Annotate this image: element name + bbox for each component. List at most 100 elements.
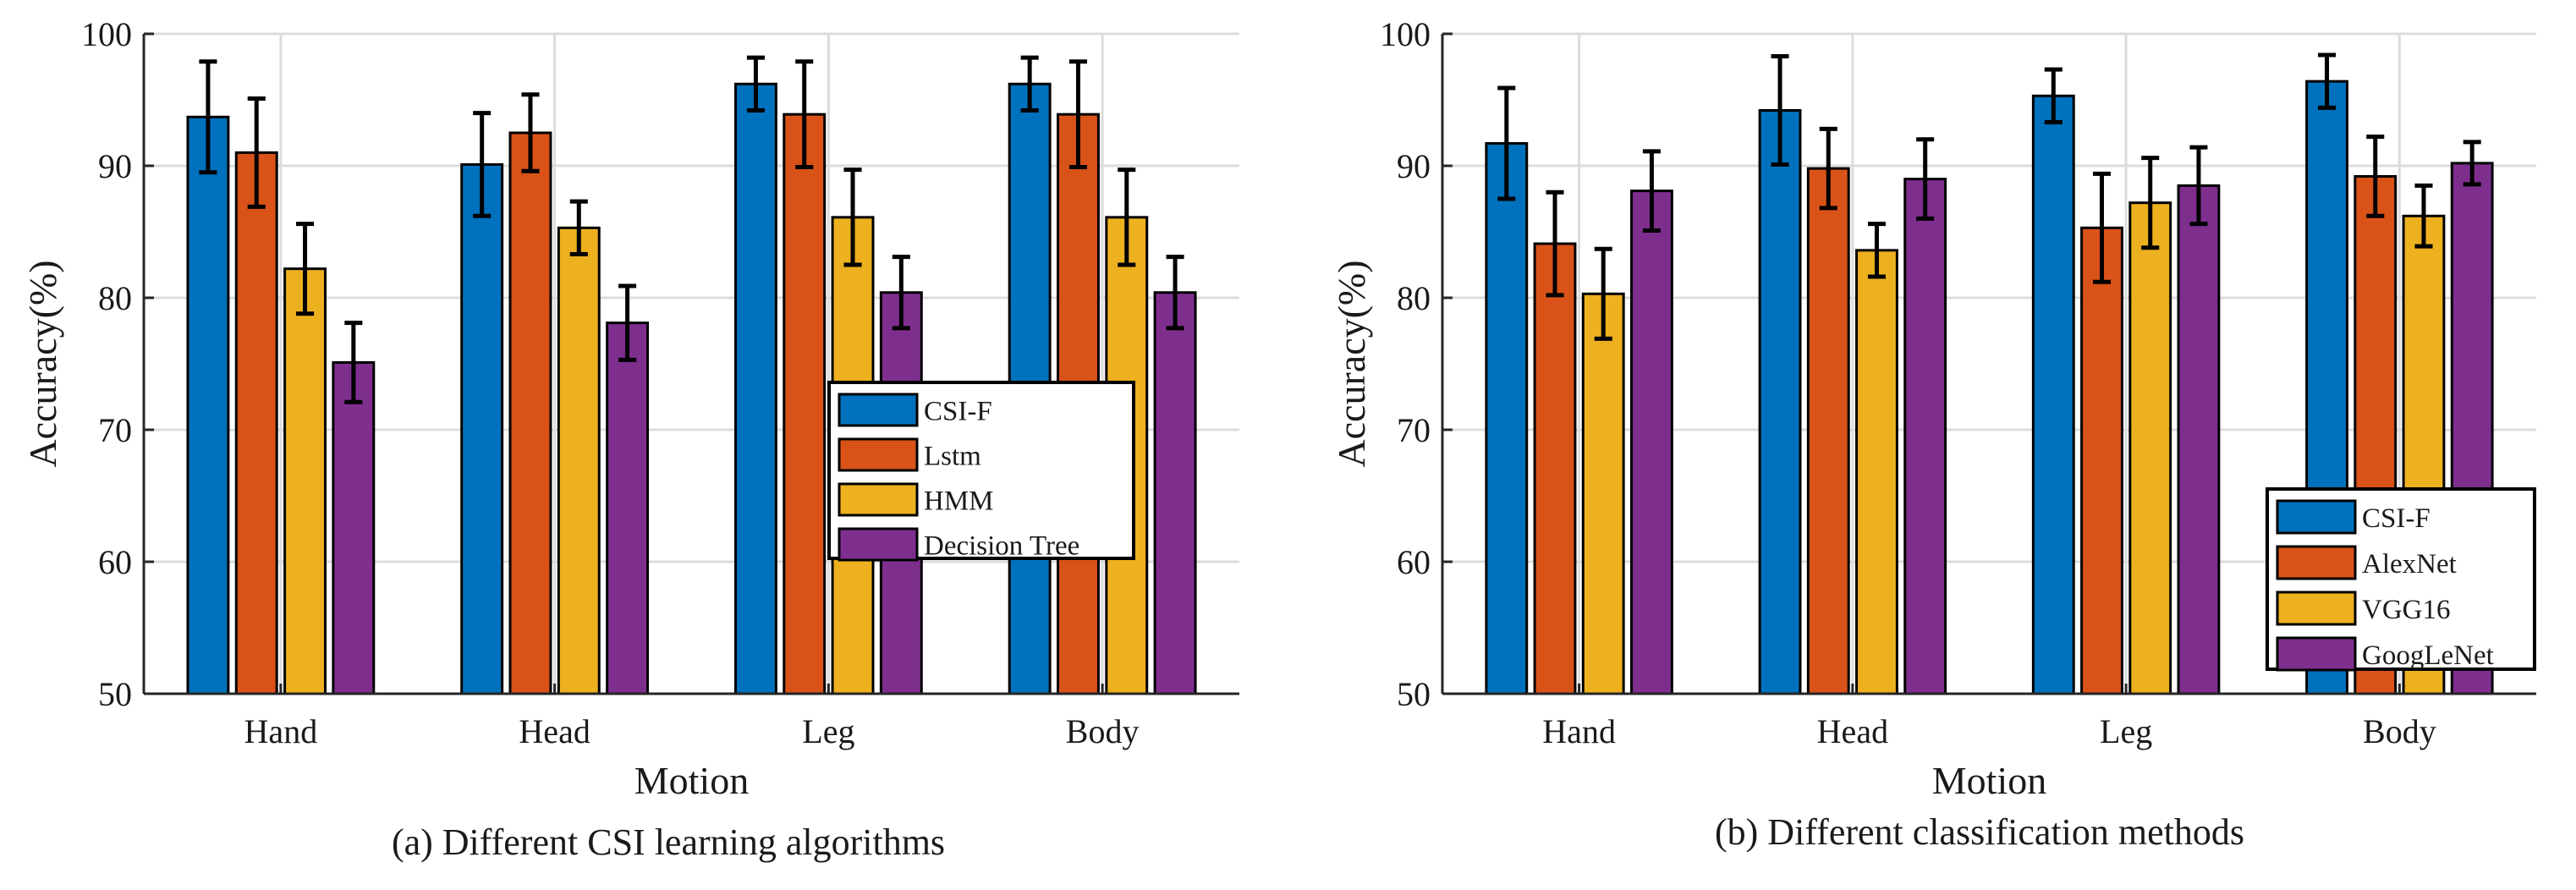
y-tick-label: 70 <box>98 411 132 449</box>
error-bar <box>1166 255 1184 331</box>
bar-csi-f-head <box>460 162 504 695</box>
legend-b: CSI-F AlexNet VGG16 GoogLeNet <box>2266 487 2536 672</box>
error-bar <box>473 111 492 218</box>
legend-entry: CSI-F <box>924 397 992 427</box>
error-bar <box>2463 140 2481 187</box>
error-bar <box>569 199 588 257</box>
error-bar <box>1068 59 1088 170</box>
error-bar <box>2044 67 2062 125</box>
legend-swatch <box>838 437 919 472</box>
x-tick-label: Head <box>519 712 590 750</box>
bar-vgg16-hand <box>1581 292 1625 695</box>
bar-csi-f-hand <box>186 115 230 695</box>
error-bar <box>2414 183 2433 249</box>
error-bar <box>746 55 765 113</box>
bar-vgg16-leg <box>2128 201 2172 695</box>
x-tick-label: Leg <box>802 712 854 750</box>
bar-hmm-hand <box>283 267 327 695</box>
bar-alexnet-hand <box>1533 242 1577 695</box>
error-bar <box>618 283 637 362</box>
error-bar <box>2366 135 2385 218</box>
error-bar <box>344 321 363 404</box>
y-axis-label-b: Accuracy(%) <box>1330 260 1373 467</box>
error-bar <box>247 96 266 209</box>
legend-entry: AlexNet <box>2362 549 2457 580</box>
bar-csi-f-hand <box>1485 141 1529 695</box>
error-bar <box>295 222 315 316</box>
bar-googlenet-leg <box>2177 184 2221 695</box>
x-axis-label-b: Motion <box>1932 759 2046 802</box>
chart-a: 50 60 70 80 90 100 Hand Head Leg Body Motion Accu… <box>21 15 1239 863</box>
bar-lstm-hand <box>234 151 278 695</box>
error-bar <box>2189 145 2208 227</box>
x-tick-label: Body <box>2363 712 2436 750</box>
y-tick-label: 100 <box>81 15 132 53</box>
bar-csi-f-leg <box>2031 94 2075 695</box>
error-bar <box>2318 52 2337 110</box>
bar-csi-f-leg <box>733 82 777 695</box>
bar-csi-f-head <box>1758 108 1802 695</box>
x-tick-label: Head <box>1817 712 1888 750</box>
bar-googlenet-hand <box>1630 190 1673 695</box>
legend-swatch <box>2276 636 2357 672</box>
bar-alexnet-head <box>1806 167 1850 695</box>
y-tick-label: 80 <box>1397 279 1431 317</box>
x-axis-label-a: Motion <box>634 759 749 802</box>
legend-entry: GoogLeNet <box>2362 640 2494 671</box>
legend-entry: Lstm <box>924 442 981 472</box>
y-tick-label: 60 <box>98 543 132 581</box>
legend-entry: CSI-F <box>2362 503 2430 534</box>
bar-alexnet-leg <box>2080 226 2123 695</box>
y-tick-label: 90 <box>1397 147 1431 185</box>
error-bar <box>1642 149 1661 233</box>
y-tick-label: 50 <box>98 675 132 713</box>
bar-hmm-head <box>557 226 601 695</box>
error-bar <box>1020 55 1039 113</box>
x-tick-label: Leg <box>2100 712 2152 750</box>
caption-a: (a) Different CSI learning algorithms <box>392 821 945 863</box>
error-bar <box>1118 168 1136 267</box>
y-tick-label: 90 <box>98 147 132 185</box>
y-tick-label: 50 <box>1397 675 1431 713</box>
error-bar <box>1867 222 1887 279</box>
bar-decision-tree-hand <box>332 360 376 695</box>
bars-a <box>186 55 1197 695</box>
legend-swatch <box>838 482 919 517</box>
error-bar <box>892 255 910 331</box>
error-bar <box>521 92 540 173</box>
ticks-a: 50 60 70 80 90 100 Hand Head Leg Body <box>81 15 1139 750</box>
error-bar <box>1497 85 1516 201</box>
error-bar <box>1819 126 1837 211</box>
legend-swatch <box>838 527 919 562</box>
error-bar <box>1916 137 1935 221</box>
error-bar <box>843 168 862 267</box>
legend-swatch <box>838 393 919 427</box>
error-bar <box>1546 190 1564 298</box>
legend-entry: HMM <box>924 486 994 517</box>
caption-b: (b) Different classification methods <box>1715 811 2244 853</box>
legend-swatch <box>2276 591 2357 626</box>
error-bar <box>199 59 217 175</box>
error-bar <box>1594 246 1612 341</box>
legend-a: CSI-F Lstm HMM Decision Tree <box>827 381 1135 562</box>
axes-b <box>1441 34 2536 695</box>
legend-swatch <box>2276 545 2357 580</box>
y-axis-label-a: Accuracy(%) <box>21 260 64 467</box>
legend-swatch <box>2276 499 2357 535</box>
axes-a <box>142 34 1239 695</box>
x-tick-label: Body <box>1066 712 1140 750</box>
legend-entry: Decision Tree <box>924 531 1079 562</box>
bar-vgg16-head <box>1855 249 1898 695</box>
bar-decision-tree-head <box>606 321 650 695</box>
error-bar <box>1771 54 1789 167</box>
error-bar <box>2092 171 2112 284</box>
y-tick-label: 60 <box>1397 543 1431 581</box>
x-tick-label: Hand <box>1542 712 1616 750</box>
bar-lstm-head <box>508 131 552 695</box>
legend-entry: VGG16 <box>2362 595 2451 625</box>
error-bar <box>2141 156 2160 250</box>
y-tick-label: 80 <box>98 279 132 317</box>
bar-lstm-leg <box>783 113 827 695</box>
ticks-b: 50 60 70 80 90 100 Hand Head Leg Body <box>1380 15 2436 750</box>
